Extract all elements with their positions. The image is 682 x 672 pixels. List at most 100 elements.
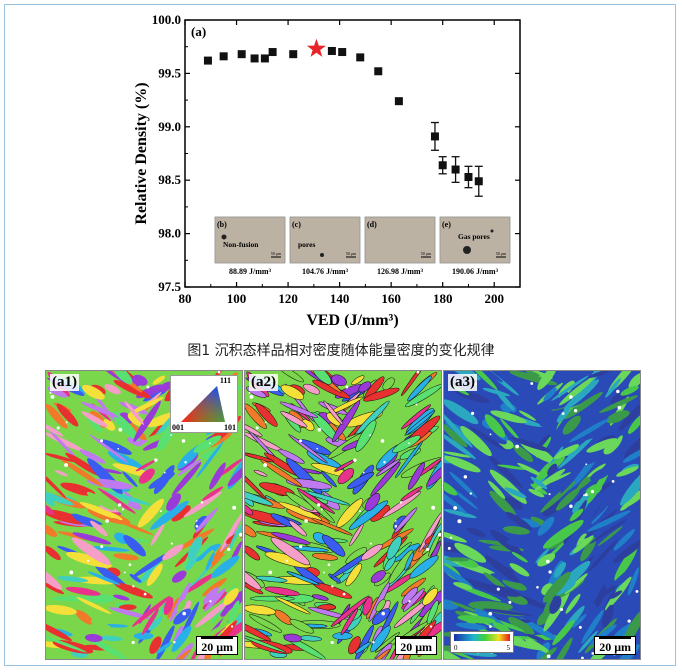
grain — [563, 379, 600, 411]
unindexed-point — [581, 656, 584, 659]
micrograph-image — [364, 216, 436, 264]
grain — [444, 552, 467, 568]
grain — [547, 463, 558, 476]
unindexed-point — [471, 411, 475, 415]
grain — [605, 378, 621, 398]
grain — [218, 458, 242, 477]
grain — [275, 596, 311, 615]
grain — [590, 467, 613, 481]
unindexed-point — [408, 600, 411, 603]
grain — [54, 628, 73, 637]
unindexed-point — [170, 434, 173, 437]
unindexed-point — [322, 571, 325, 574]
grain — [57, 576, 89, 583]
grain — [245, 464, 266, 500]
data-point — [203, 56, 212, 65]
grain — [553, 562, 567, 578]
unindexed-point — [408, 442, 410, 445]
grain — [509, 563, 530, 577]
grain — [620, 468, 640, 506]
grain — [88, 546, 130, 552]
grain — [71, 537, 111, 565]
unindexed-point — [255, 426, 259, 430]
grain — [500, 402, 517, 414]
inset-scale-label: 50 μm — [271, 251, 282, 256]
grain — [245, 634, 286, 653]
data-point — [374, 67, 383, 76]
ipf-label-001: 001 — [172, 423, 184, 432]
grain — [245, 452, 274, 463]
unindexed-point — [453, 505, 458, 510]
unindexed-point — [227, 547, 231, 552]
unindexed-point — [121, 508, 124, 511]
grain — [444, 644, 472, 659]
unindexed-point — [299, 439, 303, 443]
unindexed-point — [182, 611, 186, 616]
grain — [618, 395, 640, 431]
unindexed-point — [195, 520, 198, 522]
grain — [205, 552, 215, 571]
unindexed-point — [117, 503, 122, 507]
unindexed-point — [286, 559, 289, 562]
inset-annotation: pores — [298, 240, 315, 249]
unindexed-point — [117, 447, 120, 450]
grain — [113, 379, 151, 399]
grain — [84, 594, 116, 603]
grain — [127, 412, 145, 427]
grain — [620, 385, 639, 396]
grain — [98, 439, 133, 455]
grain — [586, 438, 618, 453]
unindexed-point — [457, 519, 462, 524]
unindexed-point — [372, 640, 375, 644]
grain — [482, 608, 532, 616]
grain — [285, 491, 314, 511]
grain — [245, 503, 254, 516]
unindexed-point — [560, 608, 564, 612]
grain — [129, 573, 142, 583]
grain — [76, 597, 112, 614]
inset-caption: 104.76 J/mm³ — [302, 267, 349, 276]
grain — [591, 505, 609, 525]
grain — [530, 476, 548, 490]
grain — [46, 604, 77, 615]
grain — [301, 418, 315, 432]
grain — [46, 403, 68, 429]
data-point — [219, 52, 228, 61]
grain — [196, 441, 224, 478]
grain — [103, 490, 151, 506]
unindexed-point — [230, 625, 234, 628]
grain — [148, 472, 175, 489]
unindexed-point — [416, 371, 420, 374]
grain — [98, 488, 136, 514]
grain — [84, 633, 103, 643]
grain — [141, 608, 159, 635]
unindexed-point — [635, 589, 639, 593]
inset-annotation: Gas pores — [458, 232, 490, 241]
ebsd-grain-boundary-map: (a2) 20 μm — [244, 370, 442, 660]
unindexed-point — [585, 463, 588, 466]
grain — [332, 400, 361, 443]
grain — [303, 383, 321, 395]
grain — [453, 581, 473, 590]
grain — [483, 572, 506, 590]
unindexed-point — [232, 505, 237, 510]
grain — [87, 571, 121, 585]
grain — [569, 418, 610, 443]
grain — [109, 607, 151, 620]
grain — [100, 635, 123, 642]
grain — [146, 547, 168, 564]
unindexed-point — [159, 510, 162, 513]
unindexed-point — [469, 492, 473, 495]
grain — [113, 594, 130, 601]
grain — [578, 429, 601, 441]
unindexed-point — [49, 391, 52, 394]
grain — [519, 617, 560, 642]
grain — [375, 632, 400, 653]
unindexed-point — [87, 559, 90, 562]
grain — [505, 511, 532, 531]
grain — [537, 516, 555, 536]
y-tick-label: 99.5 — [158, 65, 181, 80]
grain — [537, 553, 556, 567]
unindexed-point — [64, 463, 69, 468]
grain — [322, 534, 346, 557]
